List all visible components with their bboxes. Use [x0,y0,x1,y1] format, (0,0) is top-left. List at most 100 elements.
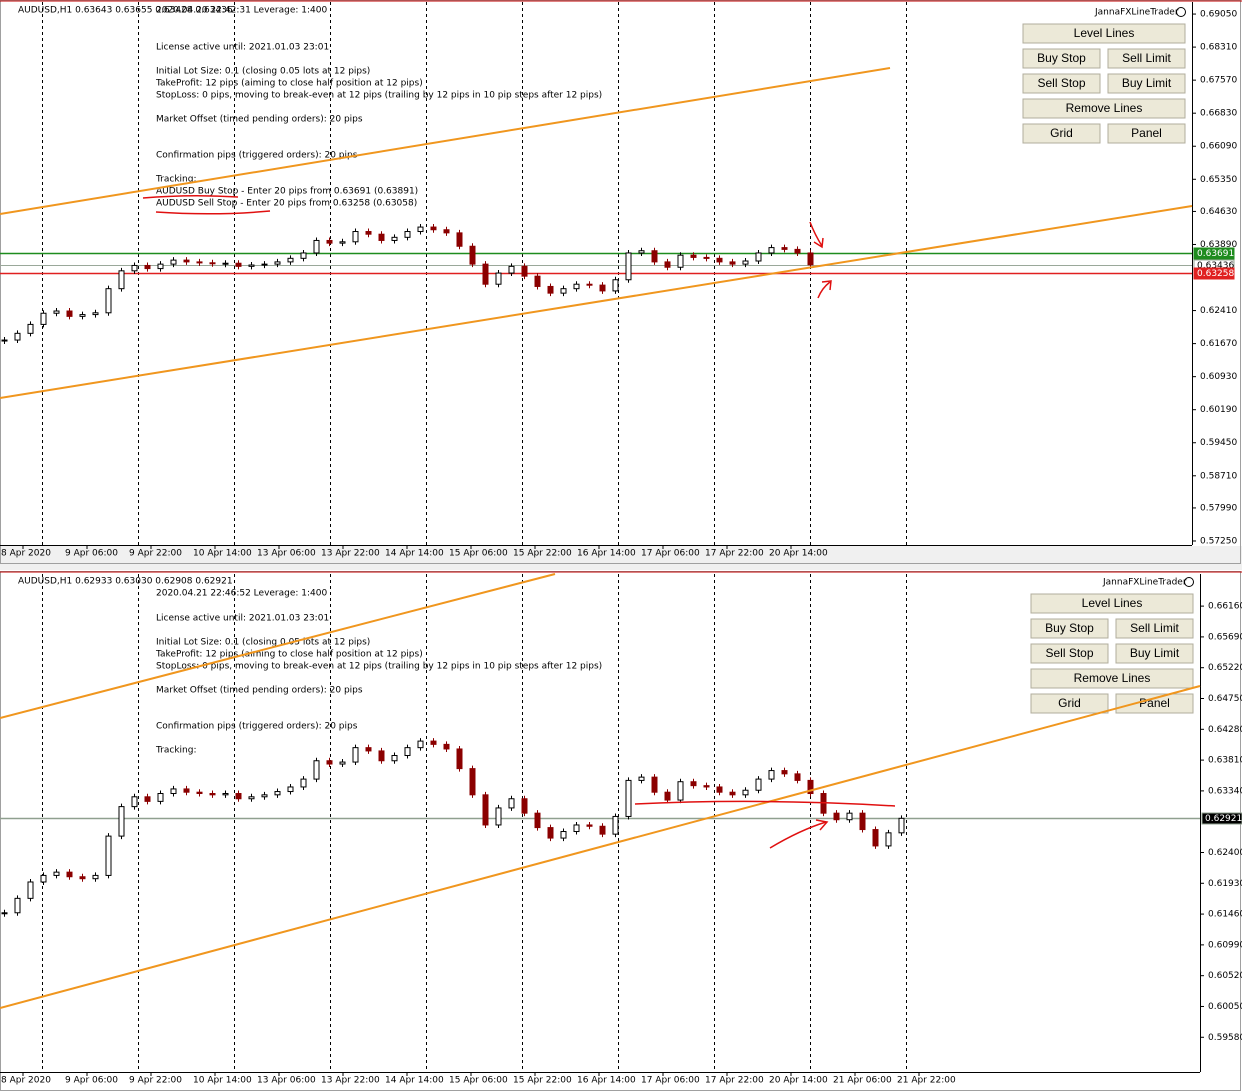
x-tick-label: 16 Apr 14:00 [577,549,636,559]
candle [573,283,580,290]
button[interactable]: Sell Stop [1030,643,1109,664]
candle [300,252,307,259]
candle [482,263,489,285]
button-face[interactable] [1022,73,1101,94]
candle [14,897,21,914]
candle [664,791,671,801]
button-face[interactable] [1030,618,1109,639]
candle [625,252,632,281]
button[interactable]: Buy Limit [1115,643,1194,664]
candle [898,817,905,834]
button-label[interactable]: Sell Stop [1045,646,1093,660]
chart-panel: 0.66160 0.65690 0.65220 0.64750 0.64280 0.638… [0,571,1242,1091]
button-label[interactable]: Buy Stop [1037,51,1086,65]
candle [742,789,749,796]
button[interactable]: Grid [1030,693,1109,714]
button[interactable]: Grid [1022,123,1101,144]
candle [833,812,840,821]
y-tick-label: 0.59450 [1200,438,1237,448]
candle [521,265,528,277]
candle [417,226,424,233]
candle [79,314,86,317]
button-label[interactable]: Sell Stop [1037,76,1085,90]
candle [27,881,34,899]
button[interactable]: Buy Stop [1030,618,1109,639]
candle [625,779,632,817]
x-tick-label: 9 Apr 22:00 [129,1076,182,1086]
button-label[interactable]: Remove Lines [1066,101,1143,115]
candle [313,239,320,254]
y-tick-label: 0.60190 [1200,405,1237,415]
candle [768,247,775,254]
candle [339,761,346,765]
candle [690,781,697,787]
candle [235,793,242,800]
button[interactable]: Sell Stop [1022,73,1101,94]
expert-name: JannaFXLineTrader [1094,8,1179,18]
button-face[interactable] [1107,48,1186,69]
candle [768,770,775,780]
button-label[interactable]: Grid [1050,126,1073,140]
button-face[interactable] [1030,643,1109,664]
x-tick-label: 8 Apr 2020 [1,549,51,559]
x-tick-label: 14 Apr 14:00 [385,549,444,559]
button-label[interactable]: Grid [1058,696,1081,710]
button-label[interactable]: Sell Limit [1122,51,1171,65]
candle [456,748,463,770]
candle [794,773,801,781]
button[interactable]: Buy Stop [1022,48,1101,69]
y-tick-label: 0.65350 [1200,175,1237,185]
button[interactable]: Remove Lines [1030,668,1194,689]
button-label[interactable]: Level Lines [1082,596,1143,610]
y-tick-label: 0.57250 [1200,536,1237,546]
info-line: License active until: 2021.01.03 23:01 [156,614,329,624]
button[interactable]: Level Lines [1022,23,1186,44]
candle [157,263,164,270]
chart-header: AUDUSD,H1 0.62933 0.63030 0.62908 0.6292… [18,577,233,587]
button-label[interactable]: Level Lines [1074,26,1135,40]
candle [677,781,684,801]
x-tick-label: 9 Apr 06:00 [65,1076,118,1086]
button-face[interactable] [1107,73,1186,94]
button[interactable]: Buy Limit [1107,73,1186,94]
button-face[interactable] [1115,693,1194,714]
button-label[interactable]: Buy Stop [1045,621,1094,635]
candle [508,798,515,809]
button-face[interactable] [1022,48,1101,69]
button-label[interactable]: Sell Limit [1130,621,1179,635]
candle [703,256,710,259]
button[interactable]: Sell Limit [1107,48,1186,69]
x-tick-label: 15 Apr 06:00 [449,1076,508,1086]
button-face[interactable] [1022,23,1186,44]
candle [170,259,177,265]
button[interactable]: Panel [1107,123,1186,144]
button-label[interactable]: Panel [1131,126,1162,140]
button-face[interactable] [1115,643,1194,664]
candle [1,339,8,342]
button-label[interactable]: Buy Limit [1130,646,1180,660]
candle [40,312,47,325]
candle [66,310,73,317]
button-face[interactable] [1030,668,1194,689]
candle [144,796,151,802]
price-tag-label: 0.62921 [1205,814,1242,824]
button-label[interactable]: Remove Lines [1074,671,1151,685]
candle [261,263,268,266]
button-face[interactable] [1030,593,1194,614]
button-face[interactable] [1115,618,1194,639]
button[interactable]: Remove Lines [1022,98,1186,119]
x-tick-label: 8 Apr 2020 [1,1076,51,1086]
button-face[interactable] [1030,693,1109,714]
candle [443,743,450,750]
button[interactable]: Sell Limit [1115,618,1194,639]
candle [534,275,541,287]
button-face[interactable] [1022,123,1101,144]
button[interactable]: Level Lines [1030,593,1194,614]
x-tick-label: 17 Apr 06:00 [641,1076,700,1086]
button[interactable]: Panel [1115,693,1194,714]
button-label[interactable]: Buy Limit [1122,76,1172,90]
button-face[interactable] [1107,123,1186,144]
candle [105,288,112,314]
candle [40,874,47,883]
button-face[interactable] [1022,98,1186,119]
